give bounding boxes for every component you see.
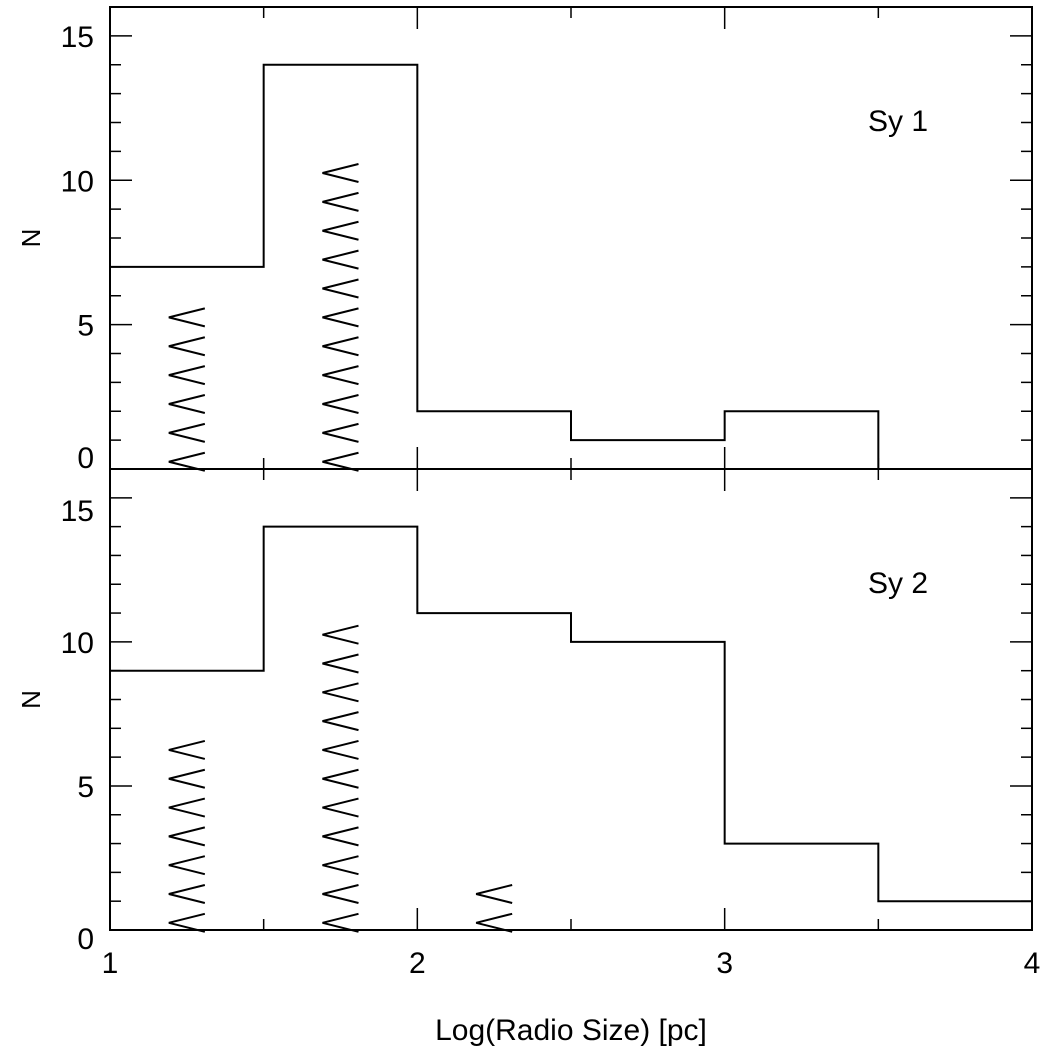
- upper-limit-marker: [168, 739, 206, 760]
- upper-limit-marker: [322, 653, 359, 674]
- y-axis-label: N: [16, 690, 46, 709]
- x-tick-label: 4: [1024, 947, 1041, 980]
- upper-limit-marker: [168, 797, 206, 818]
- y-tick-label: 5: [77, 771, 94, 804]
- upper-limit-marker: [322, 912, 359, 933]
- upper-limit-marker: [322, 624, 359, 645]
- sy2-panel: 0 5 10 15 1 2 3 4 N Sy 2: [16, 468, 1041, 980]
- upper-limit-marker: [168, 912, 206, 933]
- upper-limit-marker: [475, 912, 513, 933]
- x-tick-label: 3: [716, 947, 733, 980]
- upper-limit-marker: [168, 451, 206, 472]
- y-tick-label: 15: [61, 21, 94, 54]
- x-tick-label: 1: [102, 947, 119, 980]
- upper-limit-marker: [322, 826, 359, 847]
- upper-limit-marker: [322, 307, 359, 328]
- plot-frame: [109, 468, 1033, 931]
- upper-limit-marker: [322, 768, 359, 789]
- upper-limit-marker: [168, 394, 206, 415]
- upper-limit-marker: [475, 884, 513, 904]
- plot-frame: [109, 6, 1033, 470]
- upper-limit-marker: [168, 884, 206, 904]
- x-axis-label: Log(Radio Size) [pc]: [435, 1014, 707, 1046]
- upper-limit-marker: [322, 855, 359, 876]
- upper-limit-marker: [322, 249, 359, 270]
- upper-limit-marker: [168, 307, 206, 328]
- sy1-panel: 0 5 10 15 N Sy 1: [16, 6, 1033, 475]
- y-tick-label: 5: [77, 310, 94, 343]
- y-tick-label: 15: [61, 495, 94, 528]
- x-tick-label: 2: [409, 947, 426, 980]
- y-tick-label: 0: [77, 442, 94, 475]
- upper-limit-marker: [322, 739, 359, 760]
- y-tick-label: 10: [61, 165, 94, 198]
- upper-limit-marker: [322, 451, 359, 472]
- y-tick-label: 10: [61, 627, 94, 660]
- histogram-step-line: [110, 525, 1032, 903]
- upper-limit-marker: [322, 394, 359, 415]
- panel-annotation: Sy 2: [868, 567, 928, 600]
- panel-annotation: Sy 1: [868, 105, 928, 138]
- upper-limit-marker: [168, 365, 206, 386]
- upper-limit-marker: [322, 220, 359, 241]
- upper-limit-marker: [322, 365, 359, 386]
- upper-limit-marker: [168, 826, 206, 847]
- upper-limit-marker: [322, 191, 359, 212]
- y-tick-label: 0: [77, 923, 94, 956]
- upper-limit-marker: [168, 768, 206, 789]
- upper-limit-marker: [322, 163, 359, 184]
- upper-limit-marker: [322, 884, 359, 904]
- upper-limit-marker: [322, 682, 359, 703]
- upper-limit-marker: [322, 336, 359, 357]
- upper-limit-marker: [168, 422, 206, 443]
- upper-limit-marker: [322, 422, 359, 443]
- upper-limit-marker: [322, 278, 359, 299]
- histogram-step-line: [110, 63, 1032, 470]
- upper-limit-marker: [322, 797, 359, 818]
- upper-limit-marker: [322, 711, 359, 732]
- upper-limit-marker: [168, 336, 206, 357]
- y-axis-label: N: [16, 229, 46, 248]
- upper-limit-marker: [168, 855, 206, 876]
